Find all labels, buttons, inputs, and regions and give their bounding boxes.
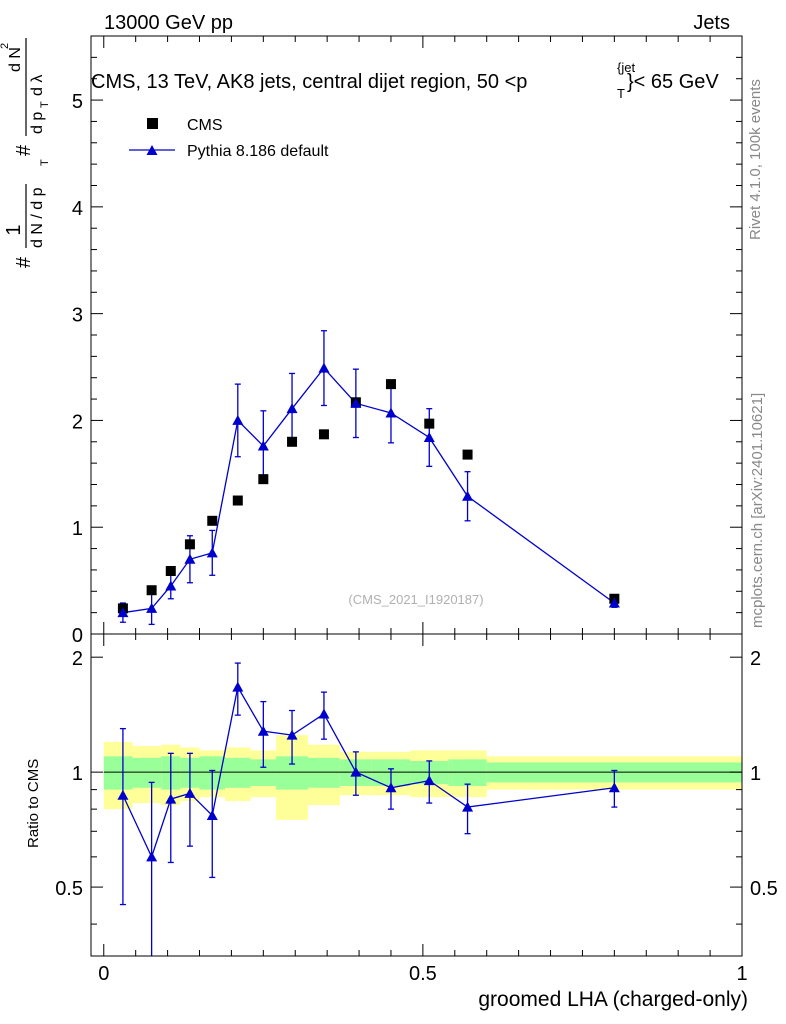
cms-data-point [146, 585, 157, 596]
chart-title-main: CMS, 13 TeV, AK8 jets, central dijet reg… [91, 71, 527, 93]
x-tick-label: 1 [736, 963, 747, 985]
ratio-data-point [318, 708, 330, 719]
stat-uncertainty-band [448, 759, 487, 786]
mc-data-point [146, 602, 158, 613]
cms-data-point [287, 436, 298, 447]
y-tick-label-main: 2 [72, 411, 83, 433]
ratio-data-point [165, 793, 177, 804]
cms-data-point [165, 565, 176, 576]
mc-data-point [423, 432, 435, 443]
cms-data-point [207, 515, 218, 526]
mc-data-point [257, 440, 269, 451]
ylabel-den1: d N / d p [29, 187, 46, 248]
ratio-panel: 0.5 0.5 1 1 2 2 [55, 633, 778, 957]
y-tick-label-main: 0 [72, 625, 83, 647]
x-tick-label: 0 [98, 963, 109, 985]
cms-data-point [462, 449, 473, 460]
x-tick-label: 0.5 [409, 963, 437, 985]
y-axis-label-main: # 1 d N / d p T # d N 2 d p T d λ [0, 38, 51, 268]
ratio-data-point [206, 809, 218, 820]
y-tick-label-ratio: 0.5 [55, 878, 83, 900]
y-tick-label-ratio-right: 2 [750, 648, 761, 670]
chart-title: CMS, 13 TeV, AK8 jets, central dijet reg… [91, 60, 719, 101]
ratio-data-point [232, 681, 244, 692]
chart-title-sub: T [617, 86, 625, 101]
header-left: 13000 GeV pp [104, 12, 233, 34]
ylabel-sub2: T [39, 101, 51, 108]
main-marks [117, 330, 620, 626]
mc-data-point [462, 490, 474, 501]
ratio-frame [90, 633, 743, 957]
ratio-data-point [117, 789, 129, 800]
ratio-data-point [146, 851, 158, 862]
cms-data-point [258, 474, 269, 485]
mc-data-point [608, 597, 620, 608]
ylabel-den2: d p [29, 112, 46, 134]
y-tick-label-main: 1 [72, 518, 83, 540]
watermark: (CMS_2021_I1920187) [348, 592, 483, 607]
stat-uncertainty-band [225, 757, 251, 788]
chart-title-sup: {jet [617, 60, 635, 75]
ratio-data-point [385, 782, 397, 793]
cms-data-point [318, 429, 329, 440]
ratio-series-line [122, 685, 615, 859]
y-axis-label-ratio: Ratio to CMS [25, 759, 42, 848]
stat-uncertainty-band [103, 756, 133, 790]
stat-uncertainty-band [132, 757, 162, 788]
y-tick-label-main: 3 [72, 305, 83, 327]
cms-data-point [424, 418, 435, 429]
y-tick-label-ratio: 1 [72, 763, 83, 785]
ylabel-num1: 1 [3, 224, 25, 235]
ratio-data-point [184, 787, 196, 798]
stat-uncertainty-band [308, 757, 340, 788]
ratio-data-point [286, 729, 298, 740]
header-right: Jets [693, 12, 730, 34]
cms-data-point [385, 379, 396, 390]
legend-mc-marker [146, 145, 158, 155]
x-axis-label: groomed LHA (charged-only) [478, 988, 748, 1011]
ylabel-hash2: # [13, 144, 35, 156]
legend: CMS Pythia 8.186 default [129, 117, 329, 160]
mc-data-point [184, 553, 196, 564]
ratio-bands [103, 735, 742, 820]
ylabel-hash1: # [13, 256, 35, 268]
y-tick-label-main: 5 [72, 91, 83, 113]
mc-series-line [122, 367, 615, 614]
y-tick-label-main: 4 [72, 198, 83, 220]
mc-data-point [350, 397, 362, 408]
y-tick-label-ratio-right: 1 [750, 763, 761, 785]
cms-data-point [184, 539, 195, 550]
ylabel-num2: d N [7, 47, 24, 72]
mc-data-point [286, 403, 298, 414]
mc-data-point [206, 547, 218, 558]
mc-data-point [117, 607, 129, 618]
ratio-data-point [608, 782, 620, 793]
ylabel-sup2: 2 [0, 43, 11, 49]
ratio-data-point [462, 801, 474, 812]
legend-cms-marker [147, 118, 158, 129]
cms-data-point [232, 495, 243, 506]
ratio-marks [117, 662, 620, 956]
ratio-ticks: 0.5 0.5 1 1 2 2 [55, 634, 778, 956]
y-tick-label-ratio-right: 0.5 [750, 878, 778, 900]
x-tick-labels: 0 0.5 1 [98, 963, 747, 985]
mc-data-point [385, 407, 397, 418]
mcplots-label: mcplots.cern.ch [arXiv:2401.10621] [749, 393, 766, 628]
chart-title-end: }< 65 GeV [627, 71, 719, 93]
mc-data-point [318, 362, 330, 373]
mc-data-point [232, 414, 244, 425]
legend-cms-label: CMS [187, 117, 223, 134]
y-tick-label-ratio: 2 [72, 648, 83, 670]
legend-mc-label: Pythia 8.186 default [187, 143, 329, 160]
ylabel-sub1: T [39, 159, 51, 166]
ratio-data-point [257, 725, 269, 736]
rivet-label: Rivet 4.1.0, 100k events [747, 79, 764, 240]
main-panel: 0 1 2 3 4 5 (CMS_2021_I1920187) CMS, 13 TeV, … [72, 35, 743, 647]
main-ticks: 0 1 2 3 4 5 [72, 36, 743, 647]
ylabel-tail2: d λ [29, 75, 46, 96]
ratio-data-point [350, 766, 362, 777]
mc-data-point [165, 580, 177, 591]
ratio-data-point [423, 775, 435, 786]
